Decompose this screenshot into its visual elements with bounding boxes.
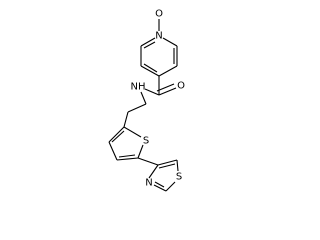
bond xyxy=(111,130,125,143)
bond xyxy=(153,184,167,192)
bond xyxy=(148,164,159,179)
bond xyxy=(158,163,176,169)
atom-label: S xyxy=(143,136,149,147)
bond xyxy=(108,126,125,143)
bond xyxy=(140,65,160,77)
bond xyxy=(140,91,147,105)
bond xyxy=(165,181,176,192)
bond xyxy=(176,159,179,172)
bond xyxy=(144,88,160,96)
bond xyxy=(157,159,178,166)
atom-label: O xyxy=(177,81,185,92)
bond xyxy=(156,83,175,92)
atom-label: S xyxy=(176,172,182,183)
bond xyxy=(162,37,178,47)
page: {"atoms": [ {"label": "O"}, {"label": "N… xyxy=(108,8,186,192)
atom-label: NH xyxy=(131,82,146,93)
bond xyxy=(140,37,156,47)
bond xyxy=(143,41,156,49)
bond xyxy=(154,181,165,188)
bond xyxy=(123,111,129,128)
atom-label: N xyxy=(145,178,152,189)
atom-label: O xyxy=(155,9,163,20)
bonds xyxy=(108,19,179,192)
bond xyxy=(143,63,158,73)
bond xyxy=(108,141,118,161)
bond xyxy=(127,103,147,113)
bond xyxy=(158,65,178,77)
atom-label: N xyxy=(155,31,162,42)
bond xyxy=(123,126,142,138)
atom-labels: O N O NH S N S xyxy=(131,9,186,189)
bond xyxy=(137,144,144,159)
molecule: O N O NH S N S xyxy=(108,9,186,192)
bond xyxy=(137,157,159,166)
bond xyxy=(116,157,139,161)
bond xyxy=(158,87,177,96)
bond xyxy=(118,154,136,158)
